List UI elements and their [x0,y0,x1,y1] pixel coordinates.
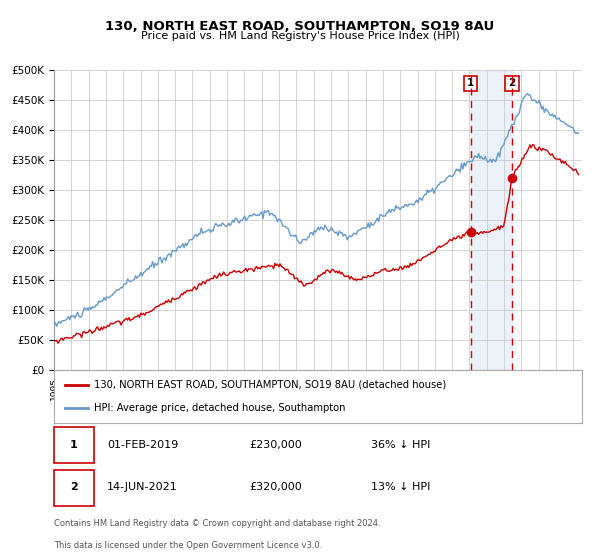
Text: £230,000: £230,000 [250,440,302,450]
FancyBboxPatch shape [54,470,94,506]
Text: 36% ↓ HPI: 36% ↓ HPI [371,440,430,450]
Text: £320,000: £320,000 [250,482,302,492]
Point [507,174,517,183]
Bar [471,70,512,370]
Text: 2: 2 [508,78,515,88]
Text: 01-FEB-2019: 01-FEB-2019 [107,440,178,450]
Text: Price paid vs. HM Land Registry's House Price Index (HPI): Price paid vs. HM Land Registry's House … [140,31,460,41]
Text: 1: 1 [467,78,475,88]
Text: 130, NORTH EAST ROAD, SOUTHAMPTON, SO19 8AU (detached house): 130, NORTH EAST ROAD, SOUTHAMPTON, SO19 … [94,380,446,390]
Text: This data is licensed under the Open Government Licence v3.0.: This data is licensed under the Open Gov… [54,541,322,550]
Text: 130, NORTH EAST ROAD, SOUTHAMPTON, SO19 8AU: 130, NORTH EAST ROAD, SOUTHAMPTON, SO19 … [106,20,494,32]
Text: 14-JUN-2021: 14-JUN-2021 [107,482,178,492]
FancyBboxPatch shape [54,427,94,463]
Text: 2: 2 [70,482,77,492]
Text: 13% ↓ HPI: 13% ↓ HPI [371,482,430,492]
Text: Contains HM Land Registry data © Crown copyright and database right 2024.: Contains HM Land Registry data © Crown c… [54,520,380,529]
Point [466,227,476,236]
Text: 1: 1 [70,440,77,450]
Text: HPI: Average price, detached house, Southampton: HPI: Average price, detached house, Sout… [94,403,345,413]
